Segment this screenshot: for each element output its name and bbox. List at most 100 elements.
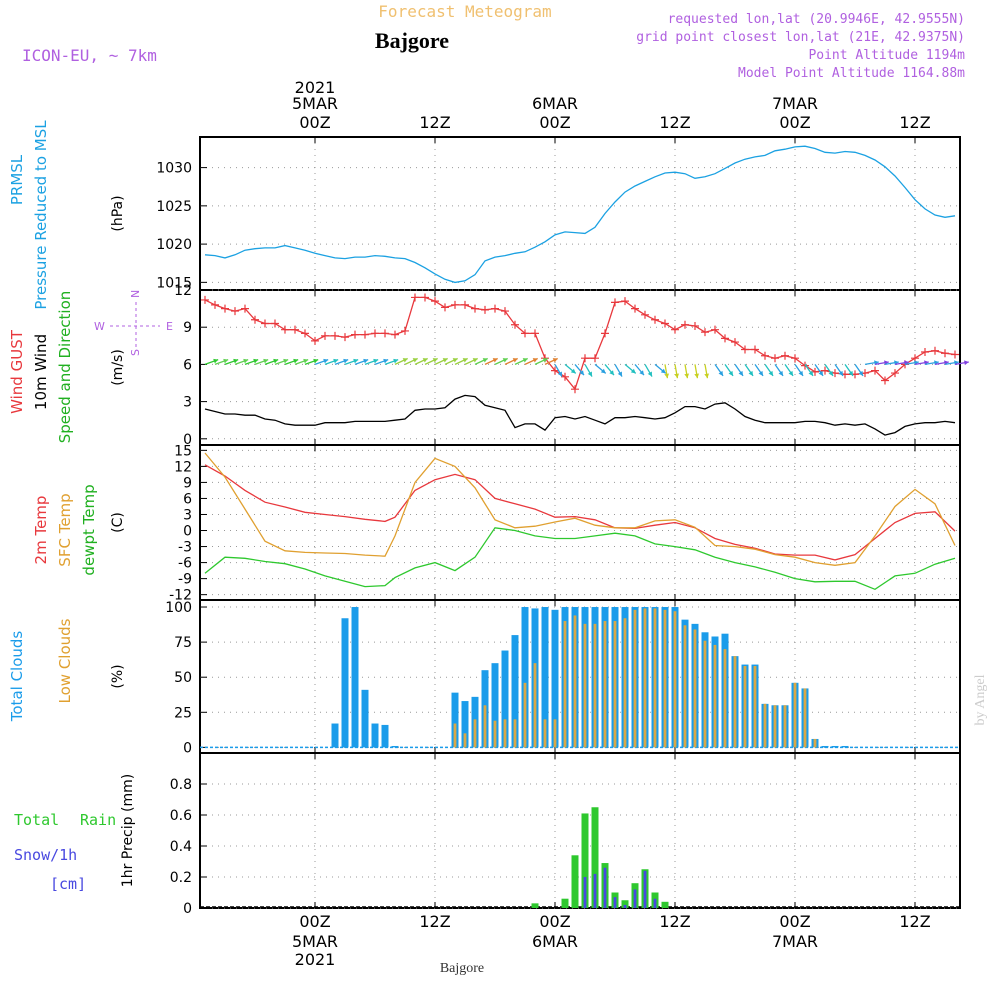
low-cloud-bar xyxy=(763,703,767,748)
y-tick-label: 75 xyxy=(174,635,192,651)
wind-arrowhead xyxy=(838,370,844,376)
low-cloud-bar xyxy=(563,621,567,748)
total-cloud-bar xyxy=(511,635,519,748)
low-cloud-bar xyxy=(613,621,617,748)
wind-arrowhead xyxy=(422,358,428,363)
bottom-hour-label: 12Z xyxy=(899,912,930,931)
gust-marker xyxy=(651,315,659,324)
wind-arrowhead xyxy=(223,358,229,364)
low-cloud-bar xyxy=(733,656,737,748)
y-tick-label: 1015 xyxy=(156,275,192,291)
y-tick-label: 1020 xyxy=(156,237,192,253)
gust-marker xyxy=(631,304,639,313)
gust-marker xyxy=(201,295,209,304)
wind-arrowhead xyxy=(552,358,558,363)
gust-marker xyxy=(751,345,759,354)
low-cloud-bar xyxy=(593,623,597,748)
top-hour-label: 00Z xyxy=(299,113,330,132)
wind-arrowhead xyxy=(442,358,448,363)
low-cloud-bar xyxy=(813,738,817,748)
panel-wind: 0 3 6 9 12 (m/s) xyxy=(110,283,969,448)
wind-arrowhead xyxy=(858,370,864,376)
series-line-10m-wind xyxy=(204,394,956,436)
rain-bar xyxy=(531,903,539,908)
snow-bar xyxy=(613,897,617,908)
wind-arrowhead xyxy=(600,368,606,374)
gust-marker xyxy=(591,354,599,363)
label-pressure-msl: Pressure Reduced to MSL xyxy=(32,120,50,310)
label-10m-wind: 10m Wind xyxy=(32,334,50,410)
rain-bar xyxy=(621,900,629,908)
wind-arrowhead xyxy=(353,358,359,364)
y-tick-label: 50 xyxy=(174,670,192,686)
total-cloud-bar xyxy=(821,745,829,748)
top-hour-label: 00Z xyxy=(539,113,570,132)
wind-arrowhead xyxy=(768,370,774,376)
low-cloud-bar xyxy=(693,629,697,748)
wind-arrowhead xyxy=(502,358,508,363)
low-cloud-bar xyxy=(603,621,607,748)
model-label: ICON-EU, ~ 7km xyxy=(22,46,157,65)
low-cloud-bar xyxy=(753,665,757,748)
low-cloud-bar xyxy=(663,609,667,748)
gust-marker xyxy=(641,310,649,319)
y-tick-label: 6 xyxy=(183,491,192,507)
wind-arrowhead xyxy=(542,358,548,363)
low-cloud-bar xyxy=(723,649,727,748)
gust-marker xyxy=(311,336,319,345)
gust-marker xyxy=(881,376,889,385)
label-snow: Snow/1h xyxy=(14,846,77,864)
gust-marker xyxy=(611,298,619,307)
gust-marker xyxy=(401,326,409,335)
total-cloud-bar xyxy=(351,607,359,748)
wind-arrowhead xyxy=(522,358,528,363)
gust-marker xyxy=(351,330,359,339)
top-hour-label: 12Z xyxy=(659,113,690,132)
snow-bar xyxy=(653,898,657,908)
y-tick-label: 12 xyxy=(174,283,192,299)
bottom-date-label: 7MAR xyxy=(772,932,818,951)
unit-label: 1hr Precip (mm) xyxy=(120,774,136,887)
wind-arrowhead xyxy=(233,358,239,364)
y-tick-label: 0.6 xyxy=(170,808,192,824)
gust-marker xyxy=(721,334,729,343)
y-tick-label: 3 xyxy=(183,507,192,523)
gust-marker xyxy=(701,328,709,337)
rain-bar xyxy=(661,901,669,908)
series-line-2m-temp xyxy=(204,464,956,561)
low-cloud-bar xyxy=(553,719,557,748)
wind-arrowhead xyxy=(273,358,279,364)
panel-pressure: 1015 1020 1025 1030 (hPa) xyxy=(110,136,961,291)
gust-marker xyxy=(441,303,449,312)
wind-arrowhead xyxy=(728,370,734,376)
label-2m-temp: 2m Temp xyxy=(32,496,50,565)
gust-marker xyxy=(531,329,539,338)
series-line-prmsl xyxy=(204,145,956,284)
wind-arrowhead xyxy=(738,370,744,376)
label-low-clouds: Low Clouds xyxy=(56,618,74,703)
label-prmsl: PRMSL xyxy=(8,154,26,205)
compass-w: W xyxy=(94,320,105,333)
low-cloud-bar xyxy=(633,609,637,748)
gust-marker xyxy=(521,329,529,338)
total-cloud-bar xyxy=(551,609,559,748)
wind-arrowhead xyxy=(674,373,680,379)
y-tick-label: 3 xyxy=(183,395,192,411)
low-cloud-bar xyxy=(743,665,747,748)
snow-bar xyxy=(593,873,597,908)
top-hour-label: 12Z xyxy=(419,113,450,132)
low-cloud-bar xyxy=(623,618,627,748)
low-cloud-bar xyxy=(513,719,517,748)
top-hour-label: 12Z xyxy=(899,113,930,132)
gust-marker xyxy=(341,333,349,342)
panel-clouds: 0 25 50 75 100 (%) xyxy=(110,599,961,756)
wind-arrowhead xyxy=(570,368,576,374)
wind-arrowhead xyxy=(452,358,458,363)
y-tick-label: 0.8 xyxy=(170,777,192,793)
y-tick-label: 100 xyxy=(165,600,192,616)
gust-marker xyxy=(621,297,629,306)
snow-bar xyxy=(643,870,647,908)
bottom-year-label: 2021 xyxy=(295,950,336,969)
gust-marker xyxy=(561,372,569,381)
wind-arrowhead xyxy=(639,370,644,376)
